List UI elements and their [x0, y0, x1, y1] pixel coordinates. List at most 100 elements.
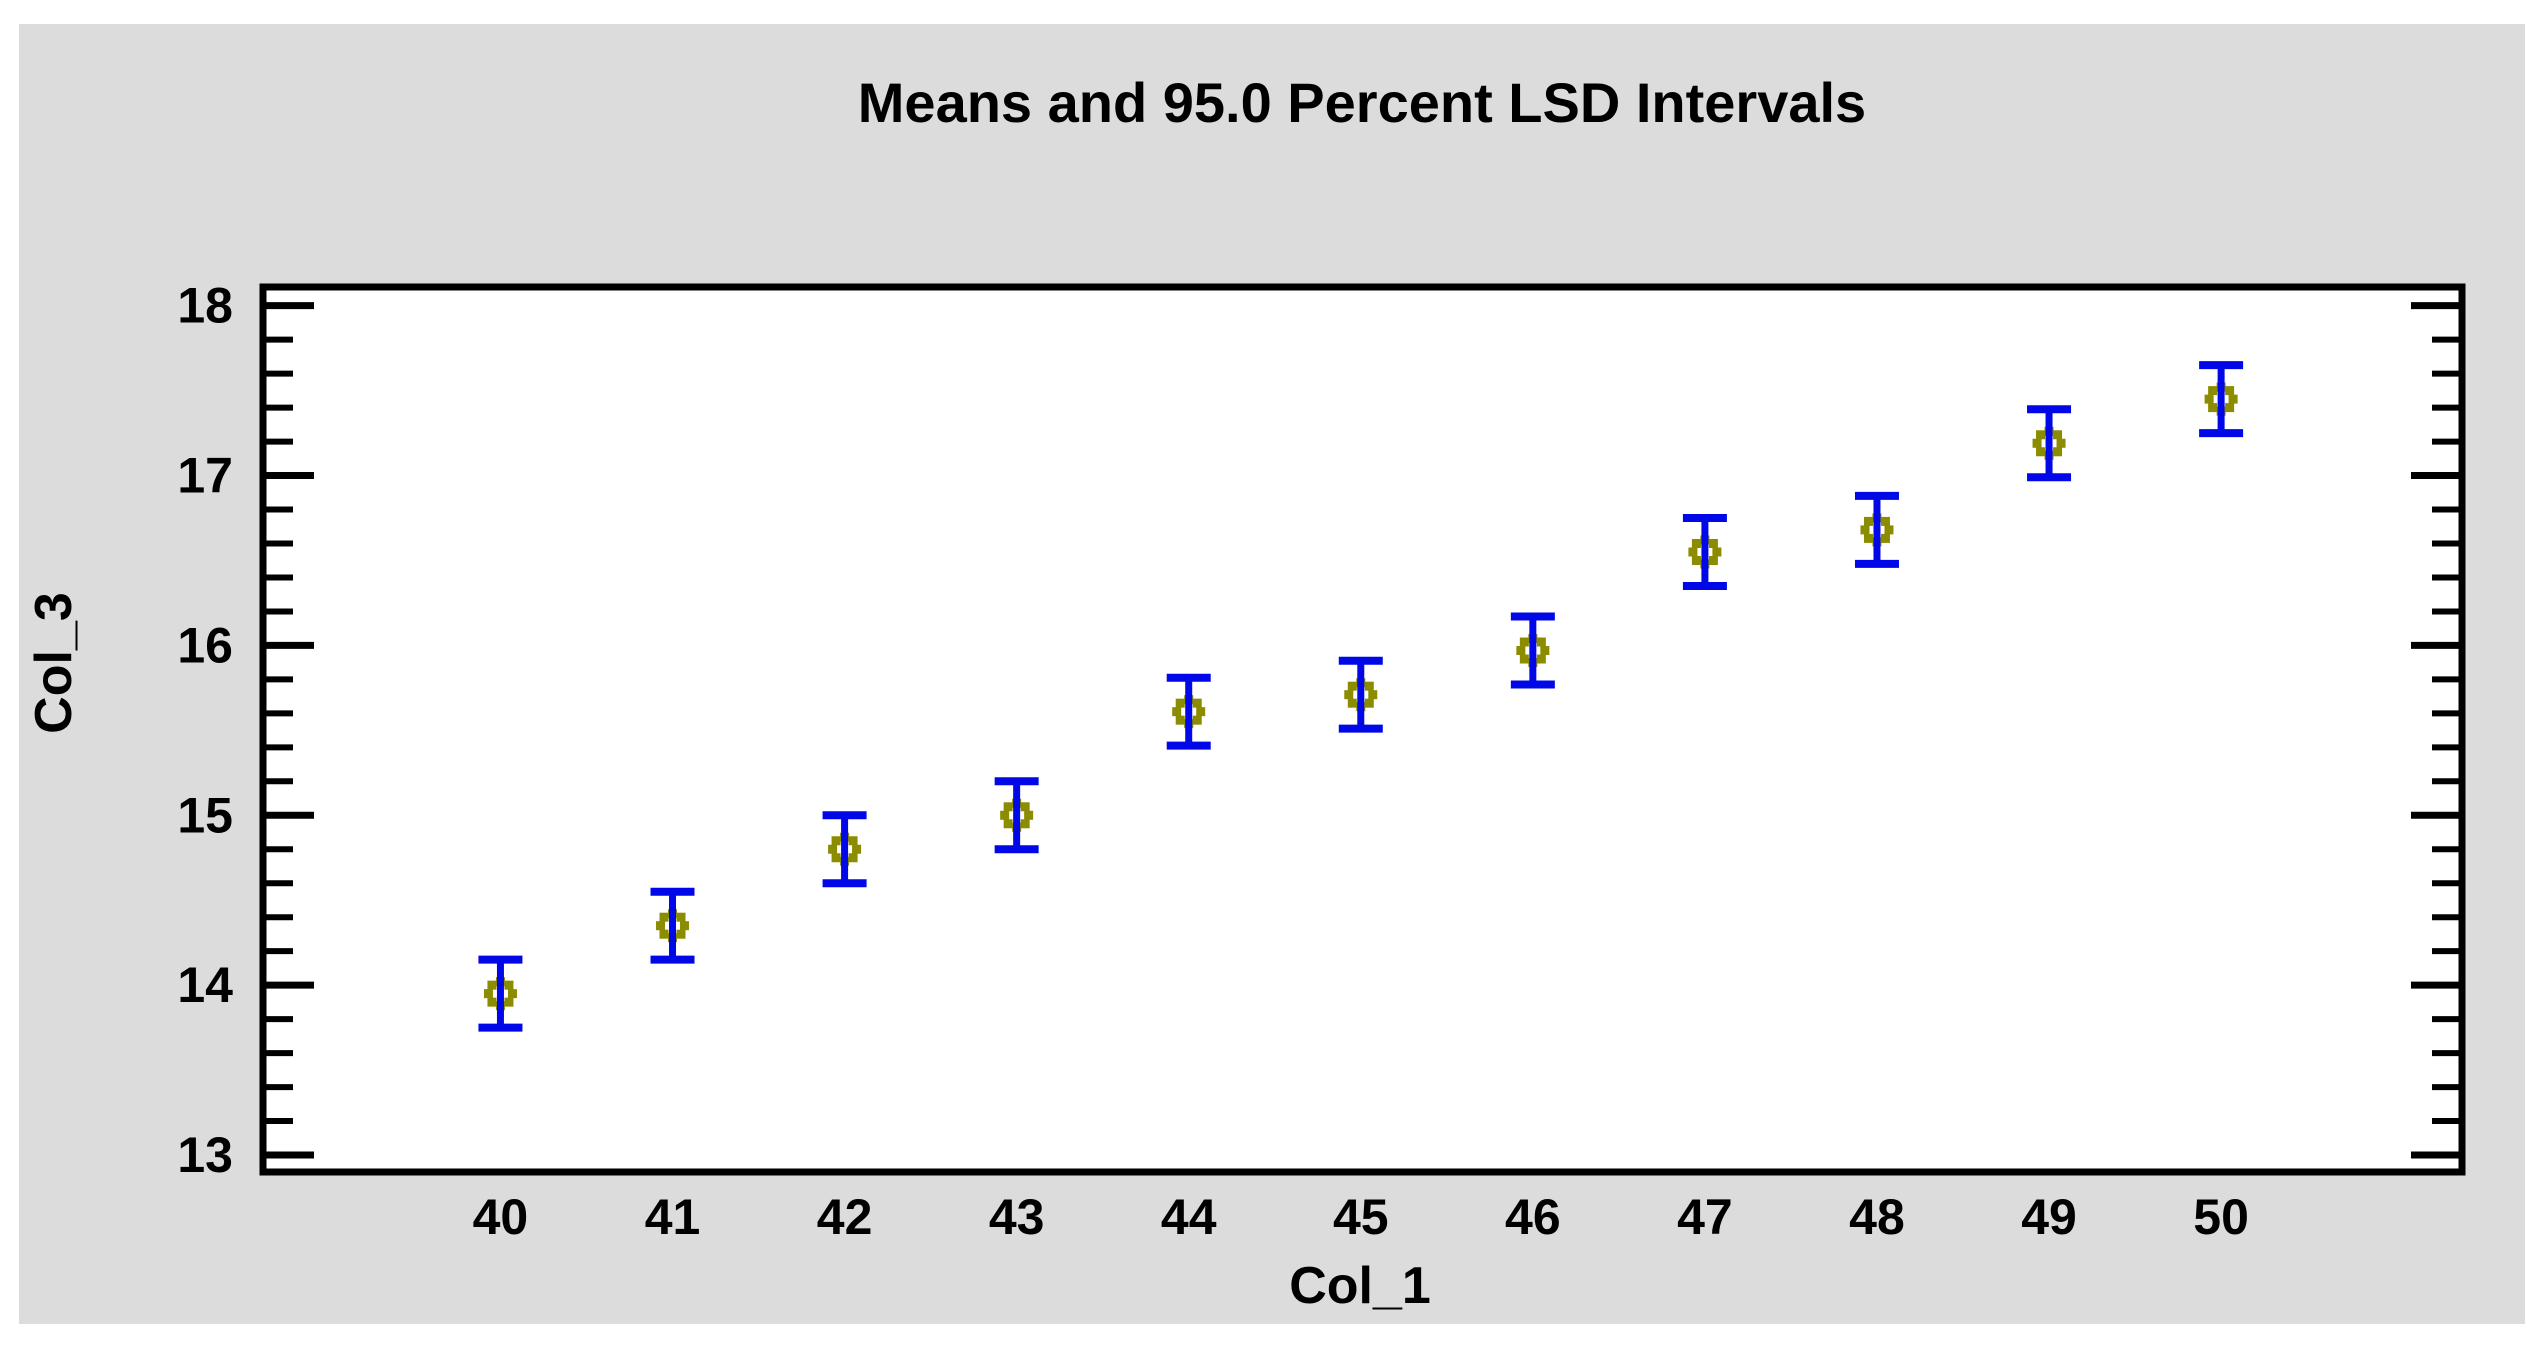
mean-marker-dot — [1020, 802, 1030, 812]
x-tick-label: 50 — [2193, 1189, 2249, 1245]
x-tick-label: 49 — [2021, 1189, 2077, 1245]
mean-marker-dot — [2208, 403, 2218, 413]
mean-marker-dot — [483, 989, 493, 999]
mean-marker-dot — [1000, 810, 1010, 820]
mean-marker-dot — [1192, 698, 1202, 708]
x-axis-title: Col_1 — [1289, 1257, 1431, 1315]
error-bar-point — [650, 887, 695, 964]
y-tick-label: 18 — [177, 278, 233, 334]
x-tick-label: 47 — [1677, 1189, 1733, 1245]
mean-marker-dot — [504, 997, 514, 1007]
mean-marker-dot — [659, 912, 669, 922]
error-bar-point — [1338, 656, 1383, 733]
mean-marker-dot — [680, 921, 690, 931]
mean-marker-dot — [676, 929, 686, 939]
mean-marker-dot — [1536, 637, 1546, 647]
mean-marker-dot — [1172, 707, 1182, 717]
mean-marker-dot — [848, 836, 858, 846]
error-bar-point — [2199, 361, 2244, 438]
mean-marker-dot — [1712, 547, 1722, 557]
mean-marker-dot — [1368, 690, 1378, 700]
mean-marker-dot — [504, 980, 514, 990]
mean-marker-dot — [656, 921, 666, 931]
mean-marker-dot — [2225, 386, 2235, 396]
mean-marker-dot — [1708, 538, 1718, 548]
mean-marker-dot — [1364, 681, 1374, 691]
error-bar-point — [1166, 673, 1211, 750]
mean-marker-dot — [1708, 555, 1718, 565]
mean-marker-dot — [1691, 555, 1701, 565]
error-bar-point — [1510, 612, 1555, 689]
mean-marker-dot — [2036, 430, 2046, 440]
mean-marker-dot — [1347, 698, 1357, 708]
x-tick-label: 40 — [473, 1189, 529, 1245]
mean-marker-dot — [1175, 715, 1185, 725]
y-tick-label: 14 — [177, 957, 233, 1013]
mean-marker-dot — [1863, 533, 1873, 543]
y-tick-label: 17 — [177, 448, 233, 504]
mean-marker-dot — [487, 997, 497, 1007]
mean-marker-dot — [507, 989, 517, 999]
mean-marker-dot — [487, 980, 497, 990]
mean-marker-dot — [1540, 646, 1550, 656]
mean-marker-dot — [2225, 403, 2235, 413]
error-bar-point — [2027, 405, 2072, 482]
tick-labels: 13 14 15 16 17 18 40 41 42 43 44 45 46 47 48 49 50 — [177, 278, 2249, 1245]
error-bar-point — [822, 811, 867, 888]
mean-marker-dot — [1175, 698, 1185, 708]
mean-marker-dot — [1192, 715, 1202, 725]
y-tick-label: 16 — [177, 617, 233, 673]
mean-marker-dot — [1003, 802, 1013, 812]
mean-marker-dot — [1364, 698, 1374, 708]
mean-marker-dot — [2053, 430, 2063, 440]
data-points — [478, 361, 2244, 1032]
mean-marker-dot — [831, 853, 841, 863]
mean-marker-dot — [831, 836, 841, 846]
mean-marker-dot — [1347, 681, 1357, 691]
mean-marker-dot — [2228, 394, 2238, 404]
mean-marker-dot — [1516, 646, 1526, 656]
x-tick-label: 46 — [1505, 1189, 1561, 1245]
mean-marker-dot — [1880, 533, 1890, 543]
x-tick-label: 45 — [1333, 1189, 1389, 1245]
error-bar-point — [1854, 491, 1899, 568]
mean-marker-dot — [1688, 547, 1698, 557]
mean-marker-dot — [1003, 819, 1013, 829]
y-tick-label: 13 — [177, 1127, 233, 1183]
axis-ticks — [266, 302, 2459, 1159]
mean-marker-dot — [1519, 654, 1529, 664]
mean-marker-dot — [1519, 637, 1529, 647]
mean-marker-dot — [828, 844, 838, 854]
error-bar-point — [478, 955, 523, 1032]
mean-marker-dot — [1536, 654, 1546, 664]
x-tick-label: 43 — [989, 1189, 1045, 1245]
x-tick-label: 42 — [817, 1189, 873, 1245]
x-tick-label: 41 — [645, 1189, 701, 1245]
mean-marker-dot — [1860, 525, 1870, 535]
mean-marker-dot — [1020, 819, 1030, 829]
mean-marker-dot — [1024, 810, 1034, 820]
mean-marker-dot — [852, 844, 862, 854]
mean-marker-dot — [676, 912, 686, 922]
chart-title: Means and 95.0 Percent LSD Intervals — [858, 71, 1866, 134]
mean-marker-dot — [2056, 438, 2066, 448]
mean-marker-dot — [659, 929, 669, 939]
mean-marker-dot — [848, 853, 858, 863]
mean-marker-dot — [1344, 690, 1354, 700]
mean-marker-dot — [2036, 447, 2046, 457]
mean-marker-dot — [1880, 516, 1890, 526]
mean-marker-dot — [2208, 386, 2218, 396]
y-tick-label: 15 — [177, 787, 233, 843]
mean-marker-dot — [1863, 516, 1873, 526]
x-tick-label: 44 — [1161, 1189, 1217, 1245]
mean-marker-dot — [1691, 538, 1701, 548]
mean-marker-dot — [1884, 525, 1894, 535]
error-bar-point — [994, 777, 1039, 854]
mean-marker-dot — [2053, 447, 2063, 457]
error-bar-point — [1682, 514, 1727, 590]
x-tick-label: 48 — [1849, 1189, 1905, 1245]
mean-marker-dot — [1196, 707, 1206, 717]
mean-marker-dot — [2204, 394, 2214, 404]
